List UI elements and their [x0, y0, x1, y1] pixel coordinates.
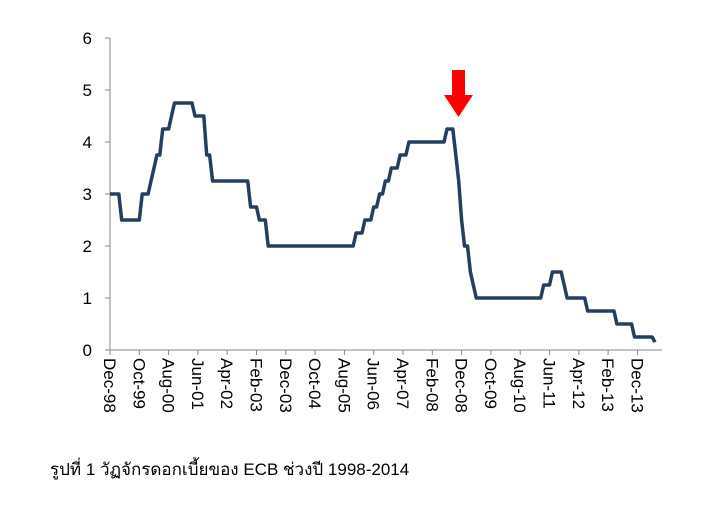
y-tick-label: 4	[83, 133, 92, 152]
x-tick-label: Jun-11	[540, 358, 559, 409]
x-tick-label: Aug-05	[334, 358, 353, 413]
x-tick-label: Feb-13	[598, 358, 617, 412]
line-series	[110, 101, 657, 344]
x-tick-label: Feb-03	[247, 358, 266, 412]
x-tick-label: Apr-02	[217, 358, 236, 409]
caption: รูปที่ 1 วัฏจักรดอกเบี้ยของ ECB ช่วงปี 1…	[50, 457, 409, 480]
y-tick-label: 1	[83, 289, 92, 308]
x-tick-label: Aug-00	[159, 358, 178, 413]
x-tick-label: Oct-04	[305, 358, 324, 409]
x-tick-label: Jun-06	[364, 358, 383, 410]
x-tick-label: Jun-01	[188, 358, 207, 410]
y-tick-label: 3	[83, 185, 92, 204]
y-tick-label: 5	[83, 81, 92, 100]
x-tick-label: Dec-98	[100, 358, 119, 413]
x-tick-label: Dec-03	[276, 358, 295, 413]
x-tick-label: Apr-12	[569, 358, 588, 409]
x-tick-label: Feb-08	[422, 358, 441, 412]
x-tick-label: Oct-09	[481, 358, 500, 409]
x-tick-label: Dec-08	[452, 358, 471, 413]
x-tick-label: Apr-07	[393, 358, 412, 409]
y-tick-label: 6	[83, 29, 92, 48]
x-tick-label: Dec-13	[627, 358, 646, 413]
y-tick-label: 0	[83, 341, 92, 360]
x-tick-label: Oct-99	[129, 358, 148, 409]
x-tick-label: Aug-10	[510, 358, 529, 413]
red-arrow	[444, 70, 473, 117]
y-tick-label: 2	[83, 237, 92, 256]
